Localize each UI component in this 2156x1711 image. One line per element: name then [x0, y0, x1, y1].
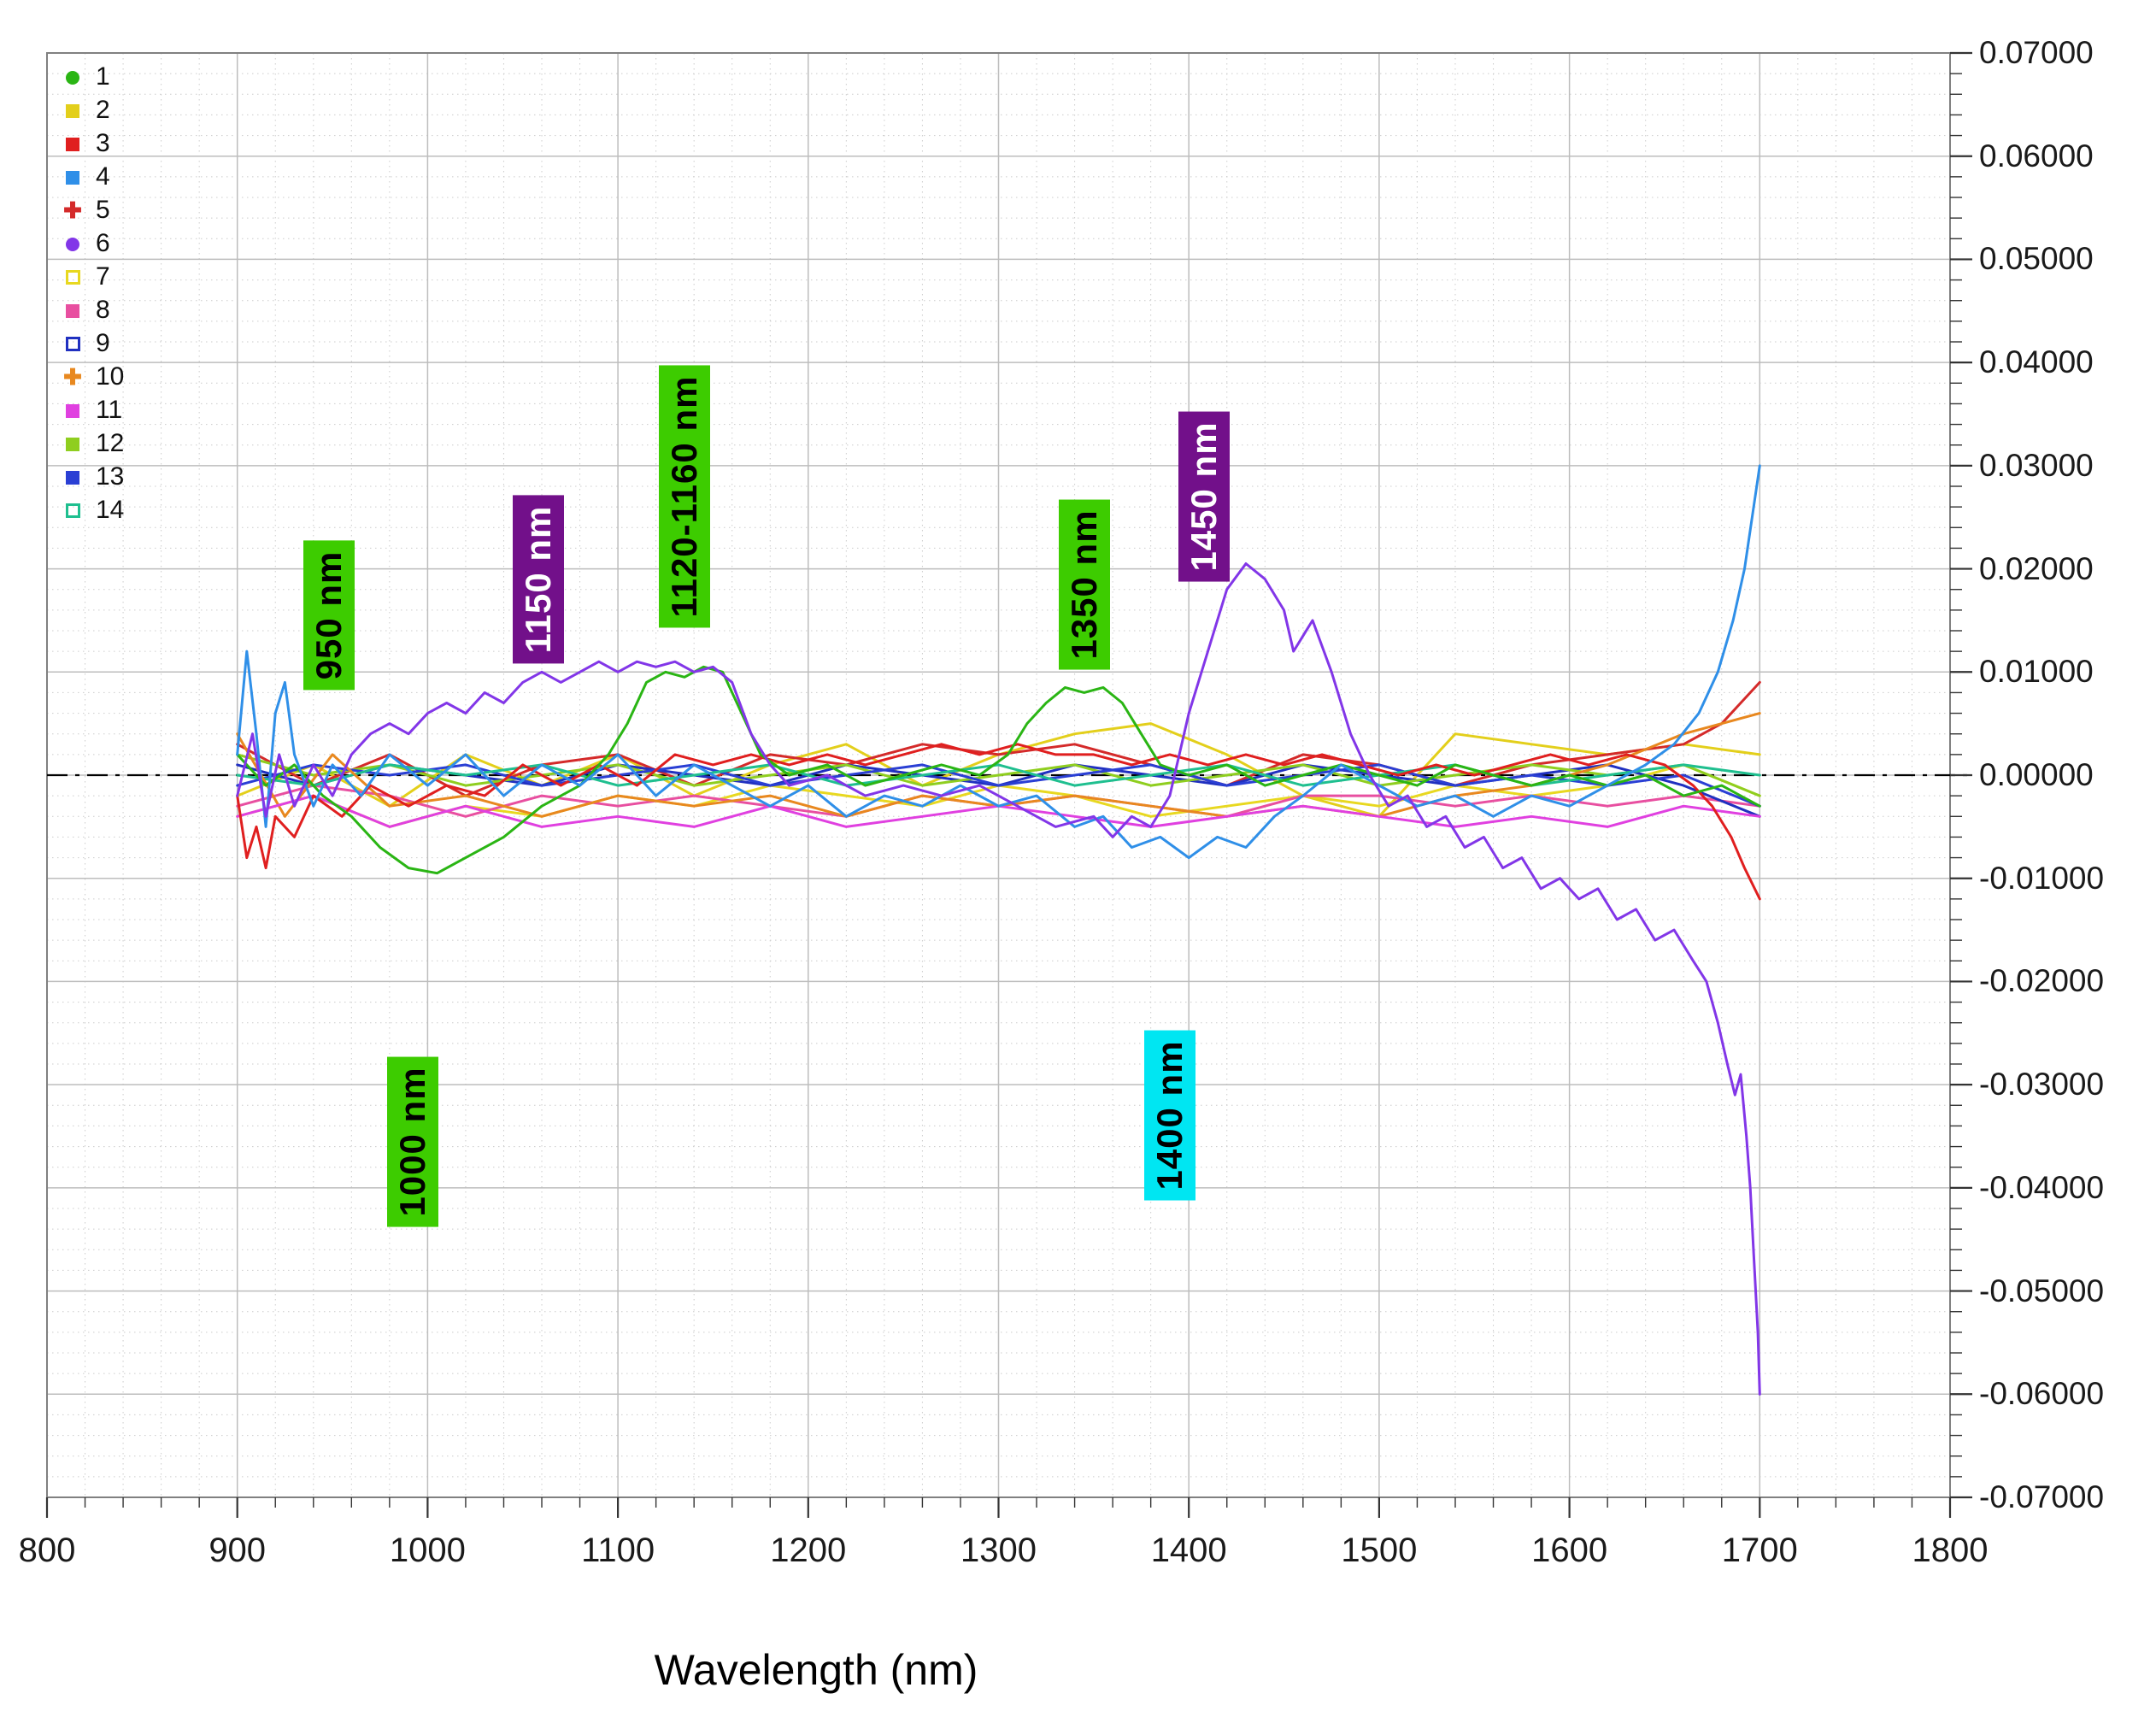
- y-tick-label: 0.07000: [1979, 35, 2094, 70]
- legend-item-6: 6: [60, 226, 124, 260]
- series-10: [236, 712, 1761, 818]
- x-tick-label: 1300: [961, 1532, 1037, 1569]
- y-tick-label: -0.01000: [1979, 860, 2105, 896]
- x-tick-label: 1100: [581, 1532, 655, 1569]
- legend-item-label: 13: [96, 462, 125, 491]
- y-tick-label: 0.00000: [1979, 757, 2094, 792]
- annotation-1120-1160-nm: 1120-1160 nm: [659, 365, 711, 628]
- legend-item-3: 3: [60, 126, 124, 160]
- legend-item-7: 7: [60, 260, 124, 293]
- series-lines: [236, 464, 1761, 1396]
- x-tick-label: 900: [209, 1532, 267, 1569]
- x-tick-label: 1400: [1150, 1532, 1227, 1569]
- y-tick-label: 0.05000: [1979, 241, 2094, 277]
- x-tick-label: 1200: [770, 1532, 847, 1569]
- legend-marker-icon: ✚: [63, 363, 82, 390]
- legend-item-8: 8: [60, 293, 124, 326]
- legend-item-9: 9: [60, 326, 124, 360]
- legend-marker-icon: [60, 429, 85, 458]
- legend-item-label: 1: [96, 62, 110, 91]
- legend-item-label: 4: [96, 162, 110, 191]
- legend-marker-icon: [60, 329, 85, 358]
- y-tick-label: 0.06000: [1979, 138, 2094, 173]
- annotation-1000-nm: 1000 nm: [386, 1055, 438, 1227]
- legend-item-label: 14: [96, 495, 125, 524]
- legend-item-label: 2: [96, 95, 110, 124]
- legend-marker-icon: [60, 462, 85, 491]
- x-tick-label: 1800: [1912, 1532, 1989, 1569]
- series-5: [236, 680, 1761, 797]
- legend-marker-icon: ✚: [63, 197, 82, 223]
- legend: 1 2 3 4 ✚ 5 6 7 8 9 ✚ 10 11 12 13 14: [60, 60, 124, 526]
- legend-marker-icon: [60, 396, 85, 425]
- legend-item-14: 14: [60, 493, 124, 526]
- legend-marker-icon: [60, 62, 85, 91]
- x-tick-label: 800: [18, 1532, 76, 1569]
- axis-ticks: [45, 51, 1972, 1518]
- legend-item-label: 10: [96, 362, 125, 391]
- series-6: [236, 562, 1761, 1396]
- legend-item-label: 9: [96, 328, 110, 357]
- series-4: [236, 464, 1761, 860]
- legend-item-label: 6: [96, 228, 110, 257]
- legend-item-label: 11: [96, 395, 123, 424]
- legend-item-10: ✚ 10: [60, 360, 124, 393]
- y-tick-label: -0.06000: [1979, 1376, 2105, 1412]
- annotation-950-nm: 950 nm: [303, 540, 355, 691]
- y-tick-label: 0.03000: [1979, 447, 2094, 483]
- legend-item-12: 12: [60, 426, 124, 460]
- annotation-1400-nm: 1400 nm: [1143, 1030, 1195, 1201]
- legend-item-label: 5: [96, 195, 110, 224]
- annotation-1150-nm: 1150 nm: [512, 495, 564, 664]
- legend-item-5: ✚ 5: [60, 193, 124, 226]
- legend-item-13: 13: [60, 460, 124, 493]
- legend-marker-icon: [60, 96, 85, 125]
- y-tick-label: 0.01000: [1979, 654, 2094, 690]
- legend-item-label: 8: [96, 295, 110, 324]
- x-tick-label: 1600: [1531, 1532, 1608, 1569]
- legend-item-label: 3: [96, 128, 110, 157]
- legend-marker-icon: [60, 162, 85, 191]
- legend-marker-icon: [60, 129, 85, 158]
- y-tick-label: -0.04000: [1979, 1169, 2105, 1205]
- legend-item-label: 7: [96, 262, 110, 291]
- legend-item-label: 12: [96, 428, 125, 457]
- legend-item-4: 4: [60, 160, 124, 193]
- y-tick-label: -0.02000: [1979, 963, 2105, 999]
- annotation-1450-nm: 1450 nm: [1178, 411, 1231, 582]
- y-tick-label: 0.04000: [1979, 344, 2094, 380]
- x-tick-label: 1700: [1721, 1532, 1798, 1569]
- y-tick-label: 0.02000: [1979, 550, 2094, 586]
- legend-marker-icon: [60, 496, 85, 525]
- x-tick-label: 1500: [1341, 1532, 1418, 1569]
- legend-item-11: 11: [60, 393, 124, 426]
- y-tick-label: -0.03000: [1979, 1067, 2105, 1102]
- annotation-1350-nm: 1350 nm: [1058, 499, 1110, 670]
- series-1: [236, 665, 1761, 875]
- y-tick-label: -0.05000: [1979, 1273, 2105, 1308]
- y-tick-label: -0.07000: [1979, 1479, 2105, 1514]
- legend-marker-icon: [60, 229, 85, 258]
- legend-marker-icon: [60, 296, 85, 325]
- x-axis-title: Wavelength (nm): [654, 1646, 978, 1694]
- legend-item-1: 1: [60, 60, 124, 93]
- legend-marker-icon: [60, 262, 85, 291]
- legend-item-2: 2: [60, 93, 124, 126]
- x-tick-label: 1000: [389, 1532, 466, 1569]
